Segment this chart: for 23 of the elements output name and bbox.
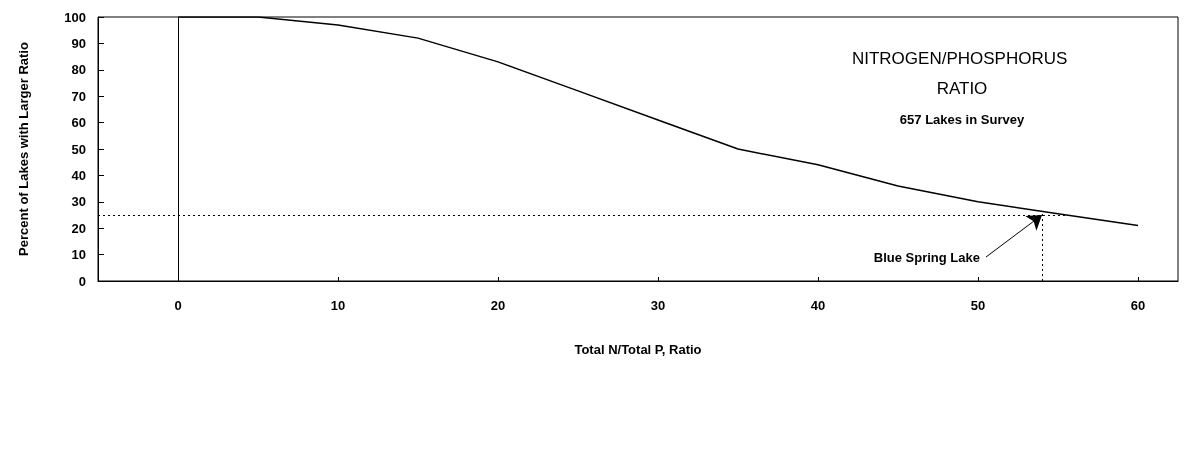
annotation: Blue Spring Lake [873, 249, 980, 265]
x-tick-label: 20 [490, 298, 506, 313]
text: 657 Lakes in Survey [899, 112, 1025, 127]
y-tick-label: 0 [78, 273, 86, 289]
y-tick-label: 100 [64, 9, 86, 25]
y-axis-title: Percent of Lakes with Larger Ratio [16, 42, 31, 256]
y-tick-label: 40 [71, 167, 86, 183]
y-tick-label: 80 [71, 62, 86, 78]
x-tick-label: 30 [650, 298, 666, 313]
y-tick-label: 90 [71, 35, 86, 51]
x-tick-label: 60 [1130, 298, 1146, 313]
y-tick-label: 60 [71, 115, 86, 131]
y-tick-label: 20 [71, 220, 86, 236]
text: NITROGEN/PHOSPHORUS RATIO [851, 48, 1073, 98]
x-tick-label: 10 [330, 298, 346, 313]
x-tick-label: 40 [810, 298, 826, 313]
y-tick-label: 50 [71, 141, 86, 157]
x-axis-title: Total N/Total P, Ratio [574, 342, 702, 357]
y-tick-label: 70 [71, 88, 86, 104]
x-tick-label: 0 [174, 298, 182, 313]
y-tick-label: 10 [71, 247, 86, 263]
x-tick-label: 50 [970, 298, 986, 313]
y-tick-label: 30 [71, 194, 86, 210]
